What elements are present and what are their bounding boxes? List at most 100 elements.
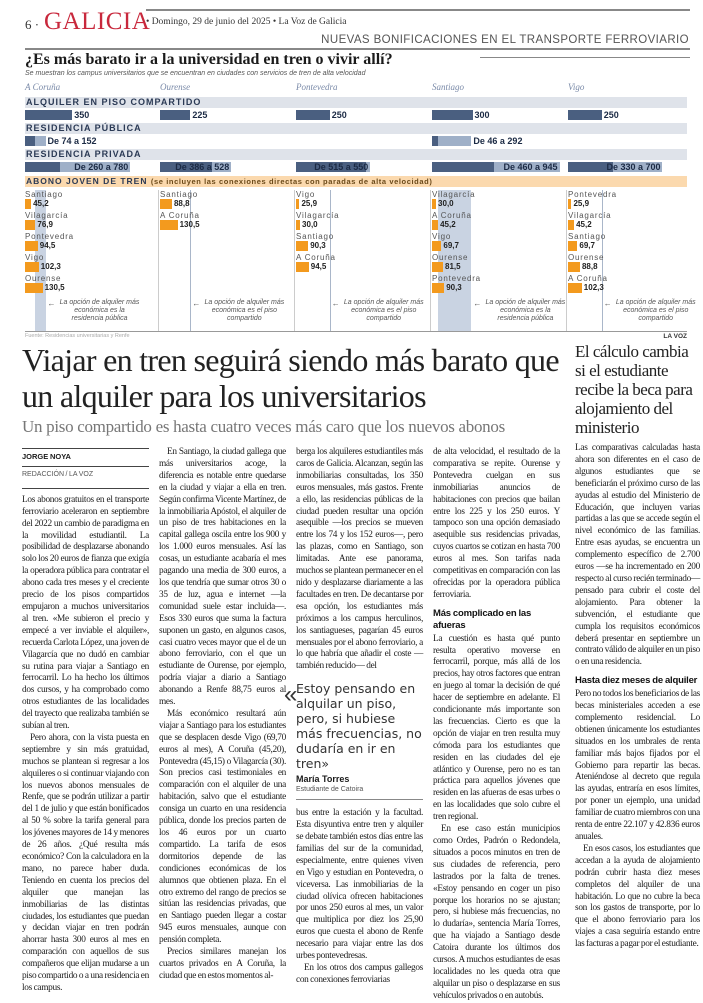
abono-note: (se incluyen las conexiones directas con…: [150, 177, 433, 186]
bar-train-price: [25, 199, 32, 209]
bar-label-piso: 350: [74, 110, 90, 120]
bar-publica-min: [432, 136, 439, 146]
section-subheading: Hasta diez meses de alquiler: [575, 675, 698, 687]
station-name: Santiago: [568, 232, 606, 241]
station-name: Vilagarcía: [25, 211, 69, 220]
section-title: GALICIA: [44, 8, 151, 35]
bar-train-price: [25, 262, 39, 272]
city-label: Santiago: [432, 82, 465, 92]
article-column-2: En Santiago, la ciudad gallega que más u…: [159, 447, 286, 1003]
bar-privada-min: [432, 162, 495, 172]
paragraph: En los otros dos campus gallegos con con…: [296, 963, 423, 985]
bar-train-price: [432, 241, 442, 251]
section-subheading: Más complicado en las afueras: [433, 607, 532, 631]
topic-rule: [25, 48, 690, 50]
bar-publica-range: [34, 136, 46, 146]
bar-label-piso: 300: [474, 110, 490, 120]
paragraph: En esos casos, los estudiantes que acced…: [575, 843, 700, 950]
train-price-label: 102,3: [40, 262, 61, 271]
station-name: Santiago: [25, 190, 63, 199]
bar-privada-min: [568, 162, 613, 172]
subheadline: Un piso compartido es hasta cuatro veces…: [22, 417, 505, 436]
city-label: Pontevedra: [296, 82, 338, 92]
train-price-label: 25,9: [301, 199, 318, 208]
train-price-label: 90,3: [446, 283, 462, 292]
bar-train-price: [568, 283, 582, 293]
bar-train-price: [432, 220, 439, 230]
bar-train-price: [296, 241, 309, 251]
article-column-3: berga los alquileres estudiantiles más c…: [284, 447, 423, 1003]
bar-train-price: [296, 220, 301, 230]
page-number: 6 ·: [25, 17, 40, 32]
station-name: Vigo: [25, 253, 45, 262]
station-name: Pontevedra: [568, 190, 617, 199]
bar-label-piso: 250: [331, 110, 347, 120]
train-price-label: 81,5: [445, 262, 461, 271]
bar-train-price: [568, 199, 572, 209]
article: Viajar en tren seguirá siendo más barato…: [22, 342, 562, 1003]
station-name: A Coruña: [568, 274, 608, 283]
paragraph: bus entre la estación y la facultad. Est…: [296, 808, 423, 962]
byline: JORGE NOYA: [22, 448, 149, 467]
bar-train-price: [568, 220, 575, 230]
bar-train-price: [160, 199, 172, 209]
dateline: • Domingo, 29 de junio del 2025 • La Voz…: [146, 17, 347, 27]
train-price-label: 69,7: [443, 241, 459, 250]
station-name: Ourense: [568, 253, 605, 262]
bar-label-privada: De 515 a 550: [314, 162, 369, 172]
paragraph: berga los alquileres estudiantiles más c…: [296, 447, 423, 672]
bar-piso: [25, 110, 73, 120]
cheapest-rent-line: [329, 190, 331, 331]
arrow-left-icon: ←: [47, 299, 57, 308]
column-divider: [430, 190, 431, 331]
train-price-label: 30,0: [438, 199, 454, 208]
cheapest-option-note: La opción de alquiler más económica es e…: [615, 299, 696, 322]
band-abono-joven: ABONO JOVEN DE TREN (se incluyen las con…: [25, 176, 687, 187]
paragraph: de alta velocidad, el resultado de la co…: [433, 447, 560, 600]
bar-publica-min: [25, 136, 35, 146]
quote-author: María Torres: [296, 774, 350, 785]
train-price-label: 130,5: [44, 283, 65, 292]
paragraph: En ese caso están municipios como Ordes,…: [433, 824, 560, 1001]
bar-piso: [568, 110, 602, 120]
station-name: A Coruña: [160, 211, 200, 220]
bar-piso: [296, 110, 330, 120]
train-price-label: 88,8: [173, 199, 190, 208]
train-price-label: 102,3: [583, 283, 604, 292]
city-label: A Coruña: [25, 82, 61, 92]
train-price-label: 45,2: [576, 220, 592, 229]
paragraph: Los abonos gratuitos en el transporte fe…: [22, 494, 149, 732]
station-name: Ourense: [25, 274, 62, 283]
paragraph: Las comparativas calculadas hasta ahora …: [575, 443, 700, 668]
cheapest-range-shade: [438, 190, 472, 331]
bar-train-price: [568, 262, 580, 272]
station-name: Vilagarcía: [432, 190, 476, 199]
train-price-label: 130,5: [179, 220, 200, 229]
bar-train-price: [296, 262, 309, 272]
cheapest-rent-line: [601, 190, 603, 331]
source-note: Fuente: Residencias universitarias y Ren…: [25, 333, 130, 339]
column-divider: [294, 190, 295, 331]
quote-mark-icon: «: [284, 681, 298, 709]
station-name: A Coruña: [432, 211, 472, 220]
sidebar-body: Las comparativas calculadas hasta ahora …: [575, 443, 700, 951]
bar-publica-range: [438, 136, 472, 146]
band-residencia-privada: RESIDENCIA PRIVADA: [25, 149, 687, 160]
bar-privada-min: [25, 162, 61, 172]
station-name: Vigo: [432, 232, 452, 241]
infographic-bottom-rule: [25, 331, 687, 332]
cheapest-rent-line: [190, 190, 192, 331]
infographic-title: ¿Es más barato ir a la universidad en tr…: [25, 51, 393, 68]
train-price-label: 45,2: [440, 220, 456, 229]
bar-train-price: [160, 220, 178, 230]
station-name: Vigo: [296, 190, 316, 199]
bar-piso: [160, 110, 191, 120]
cheapest-range-shade: [34, 190, 46, 331]
station-name: Santiago: [160, 190, 198, 199]
station-name: Vilagarcía: [568, 211, 612, 220]
bar-piso: [432, 110, 473, 120]
cheapest-option-note: La opción de alquiler más económica es l…: [485, 299, 566, 322]
paragraph: Pero no todos los beneficiarios de las b…: [575, 689, 700, 842]
bar-train-price: [432, 199, 437, 209]
station-name: Vilagarcía: [296, 211, 340, 220]
